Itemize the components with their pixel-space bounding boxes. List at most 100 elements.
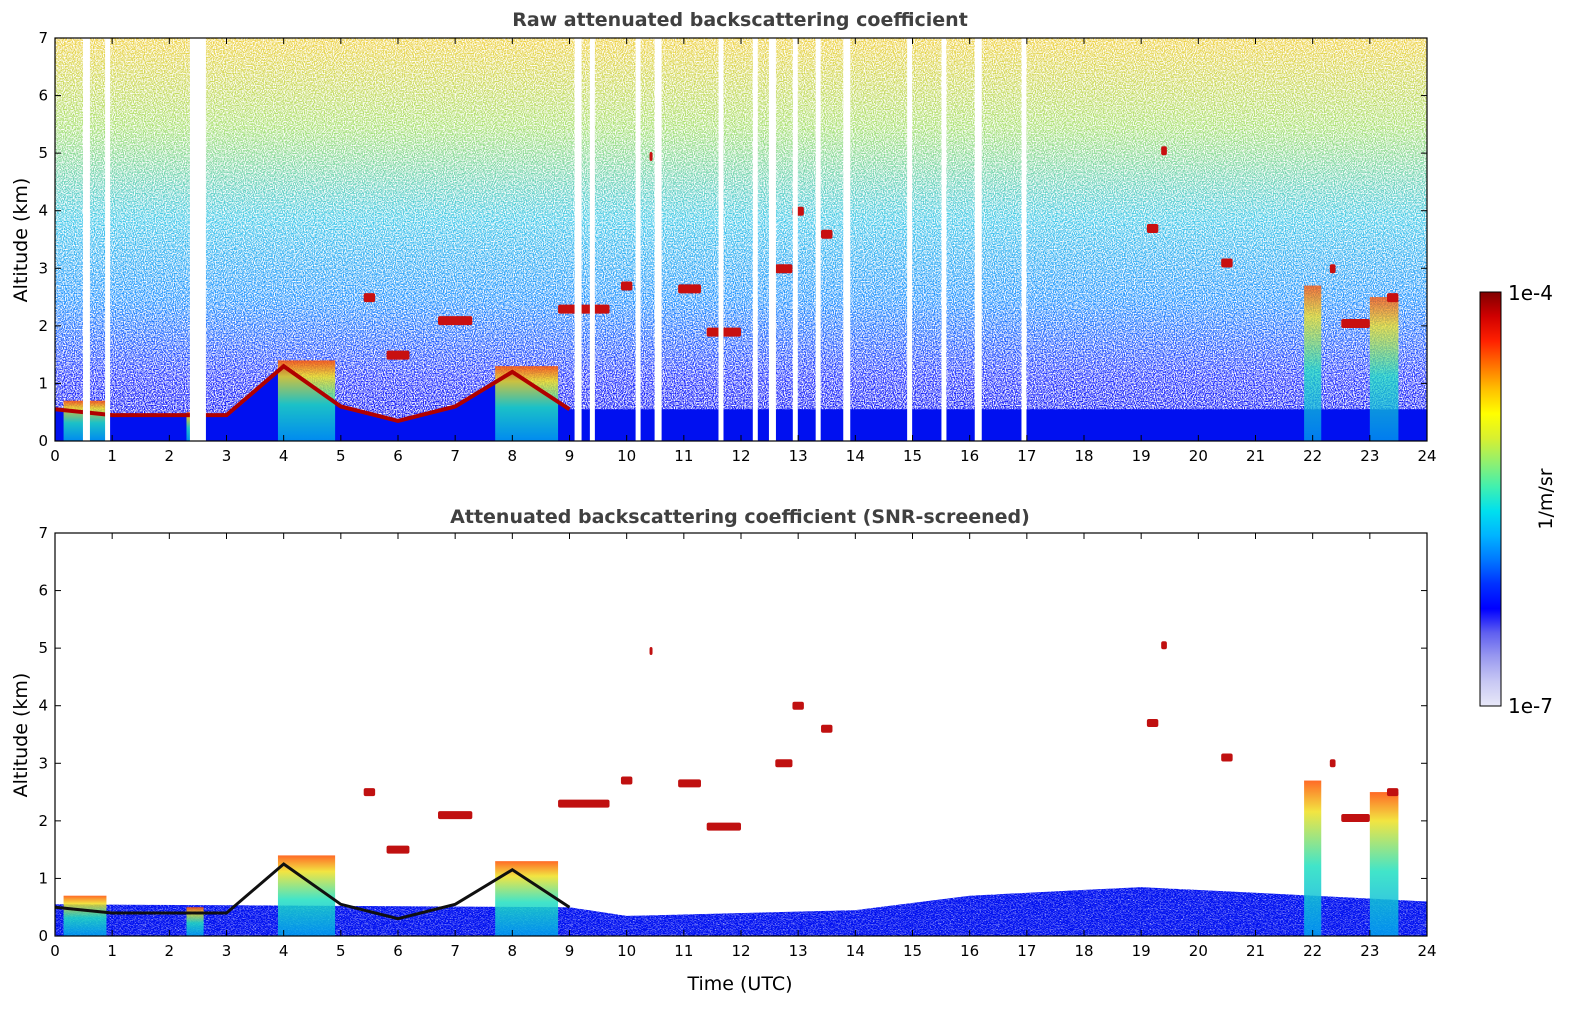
screened-xtick-label: 21	[1246, 942, 1265, 960]
screened-xtick-label: 23	[1360, 942, 1379, 960]
screened-cloud-layer	[1341, 813, 1370, 822]
screened-plume	[1369, 792, 1399, 936]
raw-xtick-label: 18	[1074, 447, 1093, 465]
raw-data-gap	[815, 38, 821, 441]
screened-xtick-label: 17	[1017, 942, 1036, 960]
screened-cloud-layer	[620, 776, 633, 785]
screened-cloud-layer	[1161, 641, 1167, 650]
raw-cloud-layer	[386, 350, 410, 360]
panel-raw-plot-area	[55, 38, 1427, 441]
raw-data-gap	[768, 38, 776, 441]
raw-xtick-label: 10	[617, 447, 636, 465]
screened-xtick-label: 16	[960, 942, 979, 960]
screened-cloud-layer	[363, 788, 376, 797]
screened-xtick-label: 15	[903, 942, 922, 960]
panel-raw: Raw attenuated backscattering coefficien…	[10, 9, 1437, 465]
raw-xtick-label: 9	[565, 447, 575, 465]
screened-xtick-label: 11	[674, 942, 693, 960]
screened-cloud-layer	[1386, 788, 1399, 797]
raw-cloud-layer	[706, 327, 741, 337]
raw-cloud-layer	[821, 229, 833, 239]
raw-ytick-label: 2	[38, 317, 48, 335]
raw-xtick-label: 24	[1417, 447, 1436, 465]
raw-cloud-layer	[1146, 223, 1159, 233]
raw-noise-overlay	[55, 38, 1427, 441]
panel-raw-title: Raw attenuated backscattering coefficien…	[512, 9, 968, 31]
raw-xtick-label: 21	[1246, 447, 1265, 465]
screened-ytick-label: 5	[38, 639, 48, 657]
colorbar-gradient	[1479, 291, 1502, 707]
raw-xtick-label: 2	[165, 447, 175, 465]
raw-ytick-label: 7	[38, 29, 48, 47]
colorbar: 1e-4 1e-7 1/m/sr	[1479, 281, 1557, 718]
raw-xtick-label: 16	[960, 447, 979, 465]
raw-xtick-label: 7	[450, 447, 460, 465]
screened-cloud-layer	[821, 724, 833, 733]
raw-cloud-layer	[649, 152, 653, 162]
raw-cloud-layer	[1329, 264, 1336, 274]
raw-data-gap	[1021, 38, 1027, 441]
raw-aerosol-plume	[495, 366, 559, 441]
screened-xtick-label: 9	[565, 942, 575, 960]
screened-xtick-label: 3	[222, 942, 232, 960]
screened-xtick-label: 24	[1417, 942, 1436, 960]
raw-ytick-label: 3	[38, 259, 48, 277]
raw-data-gap	[635, 38, 641, 441]
raw-data-gap	[189, 38, 206, 441]
raw-data-gap	[907, 38, 913, 441]
raw-cloud-layer	[1221, 258, 1233, 268]
screened-cloud-layer	[558, 799, 610, 808]
screened-xtick-label: 14	[846, 942, 865, 960]
screened-xtick-label: 22	[1303, 942, 1322, 960]
raw-data-gap	[941, 38, 947, 441]
screened-plume	[277, 855, 336, 936]
raw-cloud-layer	[558, 304, 610, 314]
raw-xtick-label: 22	[1303, 447, 1322, 465]
raw-xtick-label: 4	[279, 447, 289, 465]
screened-xtick-label: 20	[1189, 942, 1208, 960]
screened-cloud-layer	[678, 779, 701, 788]
raw-data-gap	[718, 38, 724, 441]
screened-ytick-label: 7	[38, 524, 48, 542]
raw-cloud-column	[1369, 297, 1399, 441]
screened-xtick-label: 2	[165, 942, 175, 960]
screened-aerosol-layer-top	[55, 862, 571, 921]
screened-plume	[1304, 780, 1322, 936]
screened-cloud-layer	[775, 759, 793, 768]
raw-xtick-label: 0	[50, 447, 60, 465]
raw-ytick-label: 6	[38, 87, 48, 105]
screened-ytick-label: 2	[38, 812, 48, 830]
raw-data-gap	[843, 38, 851, 441]
screened-xtick-label: 8	[508, 942, 518, 960]
panel-screened-xlabel: Time (UTC)	[686, 973, 792, 995]
raw-cloud-layer	[1161, 146, 1167, 156]
screened-xtick-label: 7	[450, 942, 460, 960]
raw-ytick-label: 4	[38, 202, 48, 220]
raw-xtick-label: 20	[1189, 447, 1208, 465]
raw-cloud-layer	[1341, 318, 1370, 328]
screened-plume	[495, 861, 559, 936]
screened-xtick-label: 4	[279, 942, 289, 960]
raw-data-gap	[574, 38, 582, 441]
screened-cloud-layer	[386, 845, 410, 854]
screened-ytick-label: 4	[38, 697, 48, 715]
raw-xtick-label: 5	[336, 447, 346, 465]
colorbar-unit-label: 1/m/sr	[1535, 468, 1557, 529]
raw-aerosol-layer-top	[55, 363, 571, 423]
raw-cloud-layer	[620, 281, 633, 291]
colorbar-max-label: 1e-4	[1508, 281, 1553, 305]
screened-xtick-label: 12	[731, 942, 750, 960]
raw-data-gap	[589, 38, 595, 441]
raw-xtick-label: 8	[508, 447, 518, 465]
raw-xtick-label: 19	[1132, 447, 1151, 465]
raw-ytick-label: 0	[38, 432, 48, 450]
screened-cloud-layer	[706, 822, 741, 831]
screened-ytick-label: 3	[38, 754, 48, 772]
panel-screened-title: Attenuated backscattering coefficient (S…	[450, 506, 1030, 528]
raw-cloud-column	[1304, 285, 1322, 441]
raw-cloud-layer	[363, 293, 376, 303]
panel-screened: Attenuated backscattering coefficient (S…	[10, 506, 1437, 995]
panel-screened-ylabel: Altitude (km)	[10, 673, 32, 798]
raw-data-gap	[792, 38, 798, 441]
